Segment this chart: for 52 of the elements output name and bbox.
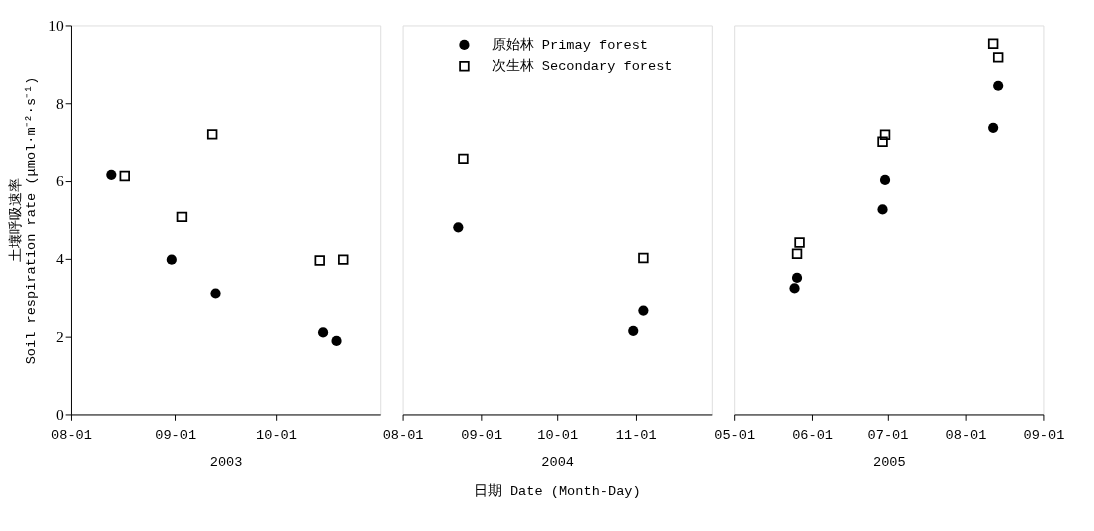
- point: [879, 129, 891, 141]
- point: [106, 169, 117, 180]
- text: 日期 Date (Month-Day): [473, 483, 641, 500]
- point: [331, 335, 342, 347]
- point: [314, 255, 325, 266]
- point: [210, 288, 221, 299]
- x-tick-label: 09-01: [461, 428, 503, 444]
- y-tick-label: 10: [48, 16, 64, 34]
- point: [628, 325, 639, 336]
- x-axis-title: 2004: [541, 455, 575, 471]
- point: [791, 272, 803, 284]
- point: [166, 254, 177, 265]
- point: [317, 327, 329, 338]
- x-tick-label: 10-01: [537, 428, 579, 444]
- point: [987, 38, 999, 49]
- y-tick-label: 4: [55, 250, 64, 268]
- x-axis-title: 2005: [872, 455, 906, 471]
- x-tick-label: 08-01: [382, 428, 424, 444]
- x-tick-label: 09-01: [1023, 428, 1065, 444]
- point: [789, 283, 800, 294]
- y-tick-label: 6: [55, 172, 64, 190]
- point: [176, 211, 188, 223]
- legend-label: 次生林 Secondary forest: [491, 58, 673, 75]
- x-tick-label: 05-01: [714, 428, 756, 444]
- y-tick-label: 0: [55, 405, 64, 423]
- point: [993, 80, 1004, 91]
- legend-label: 原始林 Primay forest: [491, 36, 649, 53]
- point: [119, 170, 130, 182]
- point: [206, 129, 218, 140]
- point: [992, 52, 1004, 63]
- point: [877, 136, 888, 148]
- point: [638, 305, 649, 316]
- y-tick-label: 8: [55, 94, 64, 112]
- point: [988, 122, 999, 133]
- point: [338, 254, 349, 265]
- x-tick-label: 09-01: [155, 428, 197, 444]
- x-axis-title: 2003: [209, 455, 243, 471]
- point: [879, 174, 891, 185]
- y-axis-title: 土壤呼吸速率 Soil respiration rate (μmol·m⁻²·s⁻¹): [7, 76, 40, 365]
- x-tick-label: 07-01: [867, 428, 909, 444]
- point: [794, 237, 805, 248]
- point: [877, 204, 888, 215]
- point: [638, 252, 649, 264]
- x-tick-label: 08-01: [51, 428, 92, 444]
- x-tick-label: 11-01: [615, 428, 657, 444]
- x-tick-label: 06-01: [792, 428, 834, 444]
- point: [453, 222, 464, 233]
- x-tick-label: 10-01: [256, 428, 297, 444]
- point: [458, 153, 469, 165]
- point: [791, 248, 803, 260]
- y-tick-label: 2: [55, 328, 64, 346]
- x-tick-label: 08-01: [945, 428, 987, 444]
